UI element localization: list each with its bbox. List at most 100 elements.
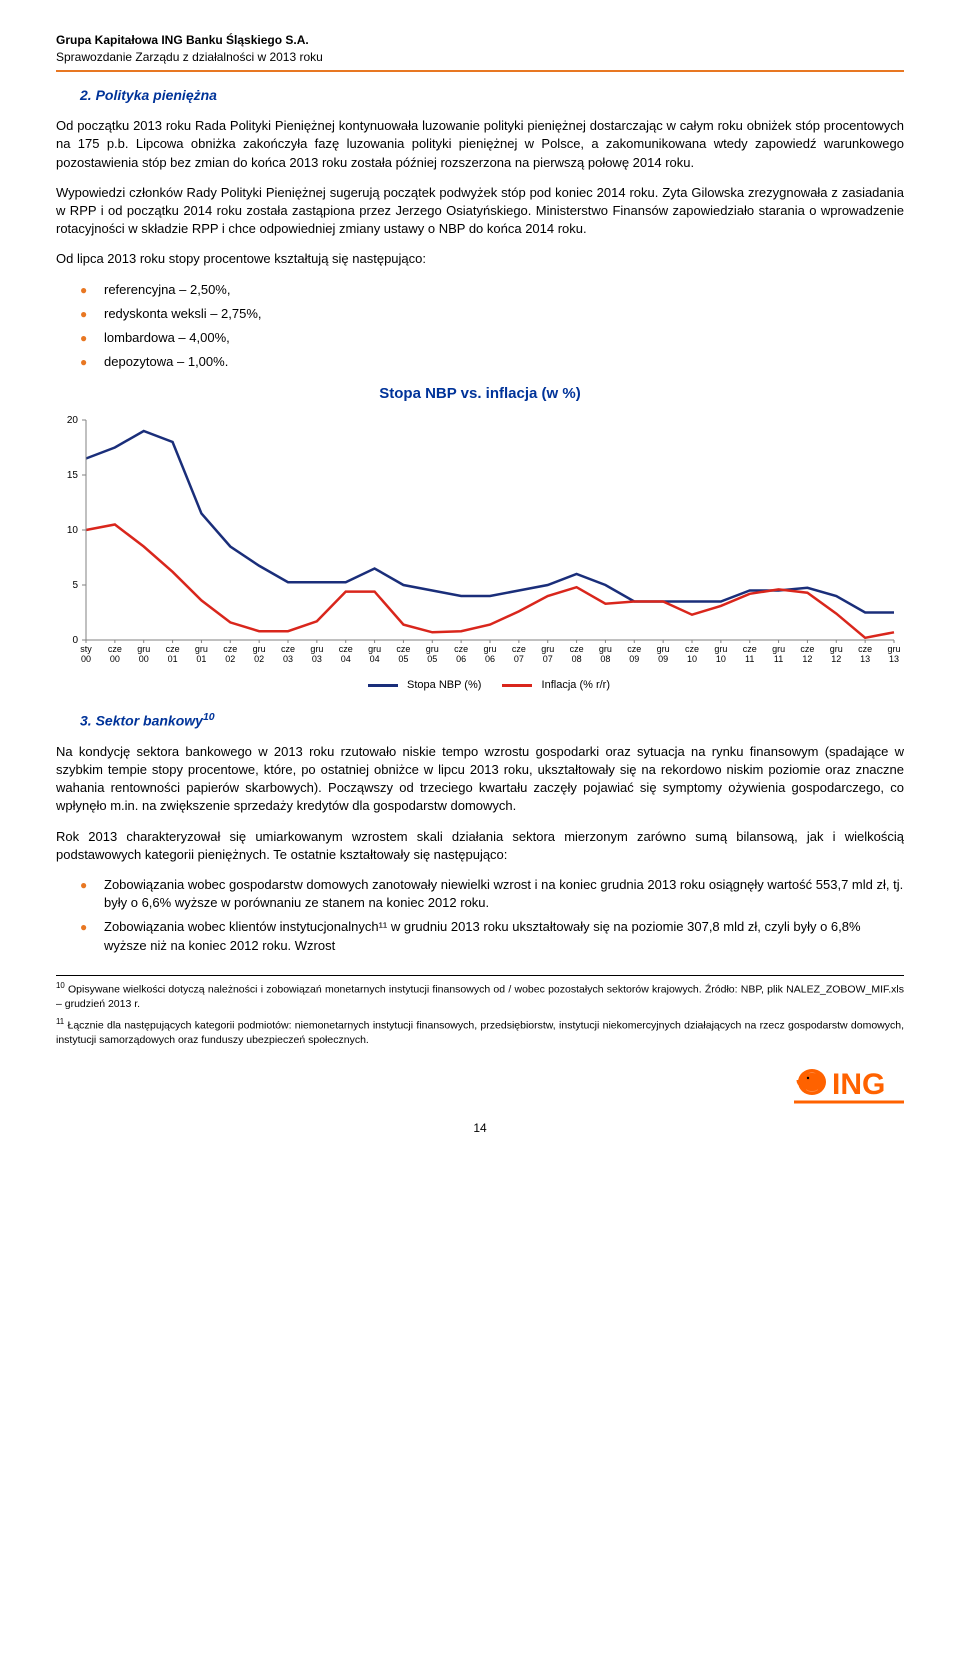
svg-text:15: 15 — [67, 470, 79, 481]
svg-text:cze: cze — [396, 644, 410, 654]
svg-text:12: 12 — [831, 654, 841, 664]
section-2-p1: Od początku 2013 roku Rada Polityki Pien… — [56, 117, 904, 172]
svg-text:07: 07 — [514, 654, 524, 664]
header-line-1: Grupa Kapitałowa ING Banku Śląskiego S.A… — [56, 32, 904, 49]
footnote-11: 11 Łącznie dla następujących kategorii p… — [56, 1016, 904, 1048]
svg-text:gru: gru — [599, 644, 612, 654]
svg-text:gru: gru — [368, 644, 381, 654]
svg-text:00: 00 — [110, 654, 120, 664]
legend-swatch-nbp — [368, 684, 398, 687]
svg-text:gru: gru — [887, 644, 900, 654]
svg-text:01: 01 — [168, 654, 178, 664]
list-item: redyskonta weksli – 2,75%, — [80, 305, 904, 323]
svg-text:gru: gru — [426, 644, 439, 654]
svg-text:20: 20 — [67, 415, 79, 426]
section-3-number: 3. — [80, 712, 92, 728]
list-item: depozytowa – 1,00%. — [80, 353, 904, 371]
svg-text:cze: cze — [223, 644, 237, 654]
svg-text:00: 00 — [81, 654, 91, 664]
svg-text:cze: cze — [454, 644, 468, 654]
ing-logo: ING — [794, 1056, 904, 1109]
svg-text:06: 06 — [485, 654, 495, 664]
svg-text:10: 10 — [687, 654, 697, 664]
svg-text:cze: cze — [512, 644, 526, 654]
svg-text:03: 03 — [283, 654, 293, 664]
svg-text:01: 01 — [196, 654, 206, 664]
svg-text:05: 05 — [398, 654, 408, 664]
svg-text:gru: gru — [772, 644, 785, 654]
svg-text:13: 13 — [889, 654, 899, 664]
svg-text:cze: cze — [166, 644, 180, 654]
svg-text:cze: cze — [281, 644, 295, 654]
svg-text:10: 10 — [716, 654, 726, 664]
svg-text:gru: gru — [714, 644, 727, 654]
chart-svg: 05101520sty00cze00gru00cze01gru01cze02gr… — [56, 410, 904, 670]
page-number: 14 — [56, 1120, 904, 1137]
section-3-name: Sektor bankowy — [96, 712, 203, 728]
svg-text:ING: ING — [832, 1068, 885, 1101]
line-chart: 05101520sty00cze00gru00cze01gru01cze02gr… — [56, 410, 904, 670]
svg-text:5: 5 — [72, 580, 78, 591]
footnotes: 10 Opisywane wielkości dotyczą należnośc… — [56, 975, 904, 1048]
svg-text:02: 02 — [225, 654, 235, 664]
section-3-sup: 10 — [203, 711, 215, 723]
svg-text:13: 13 — [860, 654, 870, 664]
section-2-number: 2. — [80, 87, 92, 103]
svg-text:gru: gru — [830, 644, 843, 654]
svg-text:cze: cze — [858, 644, 872, 654]
list-item: Zobowiązania wobec klientów instytucjona… — [80, 918, 904, 954]
svg-text:07: 07 — [543, 654, 553, 664]
section-3-bullet-list: Zobowiązania wobec gospodarstw domowych … — [80, 876, 904, 955]
svg-text:cze: cze — [570, 644, 584, 654]
svg-text:gru: gru — [541, 644, 554, 654]
svg-text:09: 09 — [658, 654, 668, 664]
svg-text:10: 10 — [67, 525, 79, 536]
section-2-title: 2. Polityka pieniężna — [80, 86, 904, 106]
svg-text:08: 08 — [572, 654, 582, 664]
svg-text:08: 08 — [600, 654, 610, 664]
svg-text:gru: gru — [137, 644, 150, 654]
chart-legend: Stopa NBP (%) Inflacja (% r/r) — [56, 678, 904, 693]
legend-label-nbp: Stopa NBP (%) — [407, 679, 481, 691]
ing-logo-svg: ING — [794, 1056, 904, 1104]
svg-text:0: 0 — [72, 635, 78, 646]
header-rule — [56, 70, 904, 72]
section-2-bullet-list: referencyjna – 2,50%, redyskonta weksli … — [80, 281, 904, 372]
legend-swatch-inflacja — [502, 684, 532, 687]
chart-title: Stopa NBP vs. inflacja (w %) — [56, 383, 904, 404]
svg-text:gru: gru — [253, 644, 266, 654]
svg-text:cze: cze — [685, 644, 699, 654]
svg-text:gru: gru — [657, 644, 670, 654]
svg-text:gru: gru — [195, 644, 208, 654]
legend-label-inflacja: Inflacja (% r/r) — [542, 679, 610, 691]
svg-text:gru: gru — [483, 644, 496, 654]
svg-text:11: 11 — [774, 654, 783, 664]
svg-text:00: 00 — [139, 654, 149, 664]
svg-text:04: 04 — [341, 654, 351, 664]
section-3-p1: Na kondycję sektora bankowego w 2013 rok… — [56, 743, 904, 816]
svg-text:03: 03 — [312, 654, 322, 664]
footer: ING — [56, 1054, 904, 1110]
svg-text:06: 06 — [456, 654, 466, 664]
svg-text:cze: cze — [339, 644, 353, 654]
section-3-title: 3. Sektor bankowy10 — [80, 710, 904, 731]
svg-text:cze: cze — [108, 644, 122, 654]
section-3-p2: Rok 2013 charakteryzował się umiarkowany… — [56, 828, 904, 864]
list-item: referencyjna – 2,50%, — [80, 281, 904, 299]
svg-text:cze: cze — [627, 644, 641, 654]
svg-text:04: 04 — [370, 654, 380, 664]
svg-text:09: 09 — [629, 654, 639, 664]
svg-text:02: 02 — [254, 654, 264, 664]
svg-text:11: 11 — [745, 654, 754, 664]
svg-text:cze: cze — [743, 644, 757, 654]
section-2-p2: Wypowiedzi członków Rady Polityki Pienię… — [56, 184, 904, 239]
svg-text:05: 05 — [427, 654, 437, 664]
section-2-name: Polityka pieniężna — [96, 87, 217, 103]
svg-text:sty: sty — [80, 644, 92, 654]
svg-text:12: 12 — [802, 654, 812, 664]
svg-text:gru: gru — [310, 644, 323, 654]
section-2-p3: Od lipca 2013 roku stopy procentowe kszt… — [56, 250, 904, 268]
footnote-10: 10 Opisywane wielkości dotyczą należnośc… — [56, 980, 904, 1012]
list-item: lombardowa – 4,00%, — [80, 329, 904, 347]
list-item: Zobowiązania wobec gospodarstw domowych … — [80, 876, 904, 912]
